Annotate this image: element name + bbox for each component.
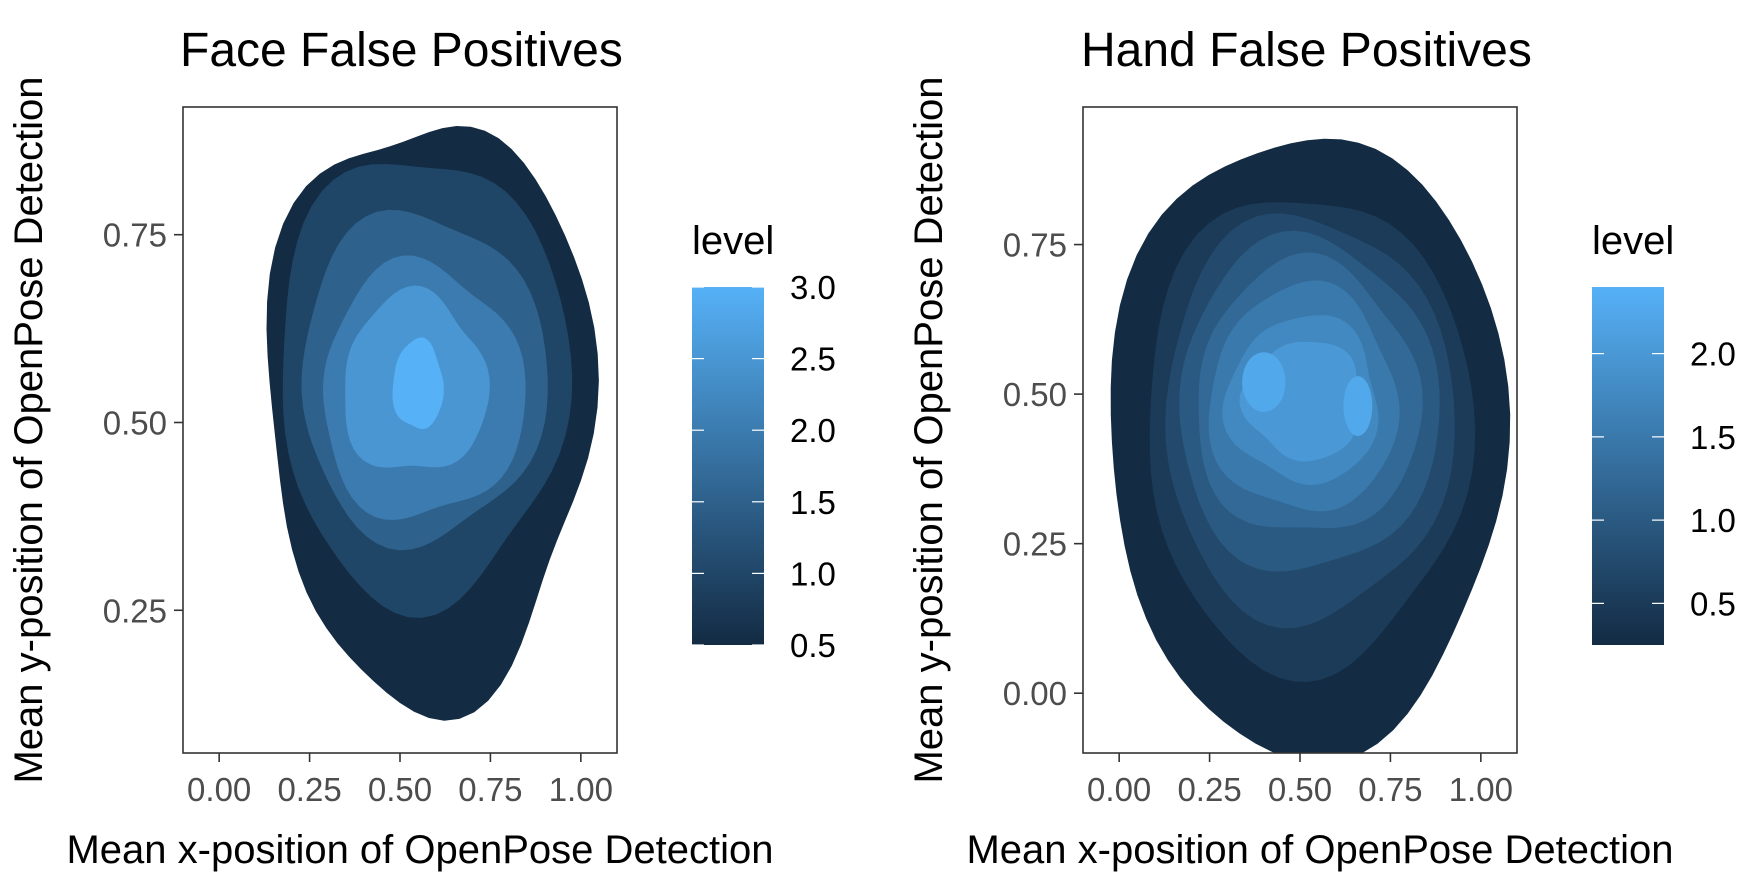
legend-tick-label: 0.5 [1690,585,1736,622]
legend: level 3.0 2.5 2.0 1.5 1.0 0.5 [692,219,836,664]
legend-tick-label: 1.5 [1690,419,1736,456]
legend-title: level [692,219,774,263]
legend-ticks: 2.0 1.5 1.0 0.5 [1592,336,1736,622]
legend-tick-label: 0.5 [790,627,836,664]
x-tick-label: 0.50 [368,771,432,808]
density-contours [1110,138,1511,753]
y-tick-label: 0.50 [1003,376,1067,413]
x-tick-label: 1.00 [1449,771,1513,808]
legend-tick-label: 1.5 [790,484,836,521]
legend-tick-label: 2.0 [790,412,836,449]
y-axis-label: Mean y-position of OpenPose Detection [7,76,51,783]
density-contours [266,126,599,721]
x-tick-label: 0.25 [1177,771,1241,808]
y-tick-label: 0.75 [1003,227,1067,264]
y-tick-label: 0.25 [1003,526,1067,563]
y-axis-label: Mean y-position of OpenPose Detection [907,76,951,783]
chart-title: Face False Positives [180,24,623,77]
y-tick-label: 0.75 [103,217,167,254]
legend-tick-label: 3.0 [790,269,836,306]
contour-peak [1343,376,1373,436]
x-tick-label: 0.00 [187,771,251,808]
y-tick-label: 0.25 [103,592,167,629]
legend-title: level [1592,219,1674,263]
hand-chart: Hand False Positives 0.00 0.25 0.50 0.75 1.0… [907,24,1736,872]
x-tick-label: 0.75 [1358,771,1422,808]
legend-colorbar [1592,287,1664,645]
chart-title: Hand False Positives [1081,24,1532,77]
contour-peak [1242,352,1286,413]
legend-tick-label: 1.0 [1690,502,1736,539]
legend-tick-label: 2.0 [1690,336,1736,373]
x-axis: 0.00 0.25 0.50 0.75 1.00 [1087,753,1513,808]
y-axis: 0.00 0.25 0.50 0.75 [1003,227,1083,712]
x-tick-label: 0.00 [1087,771,1151,808]
legend: level 2.0 1.5 1.0 0.5 [1592,219,1736,645]
x-tick-label: 1.00 [549,771,613,808]
legend-colorbar [692,287,764,645]
legend-tick-label: 1.0 [790,555,836,592]
x-axis: 0.00 0.25 0.50 0.75 1.00 [187,753,613,808]
x-axis-label: Mean x-position of OpenPose Detection [966,828,1673,872]
face-chart: Face False Positives 0.00 0.25 0.50 0.75 1.0… [7,24,836,872]
y-axis: 0.25 0.50 0.75 [103,217,183,629]
legend-ticks: 3.0 2.5 2.0 1.5 1.0 0.5 [692,269,836,664]
x-tick-label: 0.50 [1268,771,1332,808]
y-tick-label: 0.50 [103,404,167,441]
x-tick-label: 0.25 [277,771,341,808]
y-tick-label: 0.00 [1003,675,1067,712]
legend-tick-label: 2.5 [790,341,836,378]
x-tick-label: 0.75 [458,771,522,808]
contour-band [392,337,444,430]
x-axis-label: Mean x-position of OpenPose Detection [66,828,773,872]
